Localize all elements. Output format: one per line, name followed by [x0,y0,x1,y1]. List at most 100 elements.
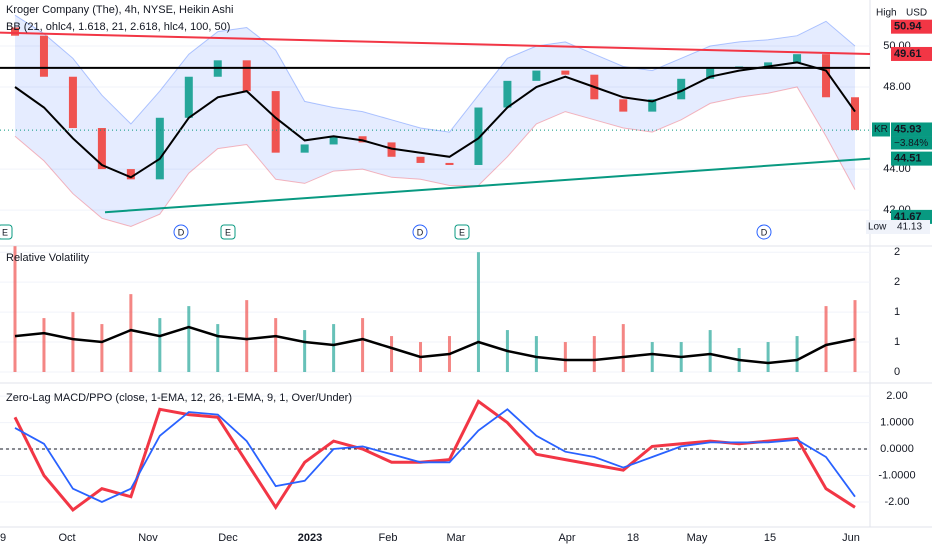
x-tick-label: Feb [379,532,398,544]
volatility-bar [621,324,625,372]
volatility-bar [187,306,191,372]
price-tag-label: 45.93 [894,123,922,135]
y-tick-label: 2.00 [886,390,907,402]
x-tick-label: Nov [138,532,158,544]
volatility-bar [390,336,394,372]
volatility-bar [332,324,336,372]
x-tick-label: 15 [764,532,776,544]
volatility-bar [534,336,538,372]
y-tick-label: 0.0000 [880,443,914,455]
bollinger-upper [14,14,856,133]
currency: USD [906,8,927,19]
low-value: 41.13 [897,222,922,233]
symbol-label: KR [874,124,888,135]
low-box [866,220,930,234]
volatility-bar [853,300,857,372]
event-label: E [459,227,465,237]
macd-line [14,408,856,503]
volatility-bar [274,318,278,372]
y-tick-label: 2 [894,246,900,258]
volatility-bar [216,324,220,372]
candle [300,144,309,153]
event-label: E [2,227,8,237]
volatility-bar [766,342,770,372]
price-tag-label: 41.67 [894,211,922,223]
candle [126,169,135,180]
x-tick-label: Oct [58,532,75,544]
volatility-bar [13,246,17,372]
x-tick-label: May [687,532,708,544]
event-badge [220,224,236,240]
price-tag-label: 50.94 [894,21,922,33]
symbol-tag [872,122,890,137]
low-label: Low [868,222,887,233]
x-tick-label: Jun [842,532,860,544]
candle [648,99,657,112]
chart-title: Kroger Company (The), 4h, NYSE, Heikin A… [6,4,233,16]
trend-line [0,31,871,55]
change-tag [891,136,932,150]
x-tick-label: Mar [447,532,466,544]
candle [706,68,715,79]
candle [474,107,483,165]
volatility-bar [650,342,654,372]
x-tick-label: Dec [218,532,238,544]
candle [793,54,802,63]
indicator-title: Zero-Lag MACD/PPO (close, 1-EMA, 12, 26,… [6,392,352,404]
volatility-bar [708,330,712,372]
event-label: D [761,227,768,237]
volatility-bar [245,300,249,372]
volatility-line [14,325,856,365]
candle [271,91,280,153]
y-tick-label: 1.0000 [880,416,914,428]
price-tag [891,151,932,166]
high-label: High [876,8,897,19]
y-tick-label: 1 [894,306,900,318]
volatility-bar [42,318,46,372]
event-badge [454,224,470,240]
y-tick-label: 48.00 [883,81,911,93]
volatility-bar [592,336,596,372]
candle [532,70,541,81]
event-label: D [178,227,185,237]
y-tick-label: 1 [894,336,900,348]
candle [416,156,425,163]
x-tick-label: 2023 [298,532,322,544]
x-tick-label: Apr [558,532,575,544]
candle [329,136,338,145]
price-tag [891,46,932,61]
price-tag-label: 49.61 [894,48,922,60]
candle [11,27,19,36]
change-label: −3.84% [894,138,928,149]
price-tag [891,19,932,34]
indicator-title: Relative Volatility [6,252,90,264]
candle [358,136,367,143]
candle [619,99,628,112]
event-badge [173,224,189,240]
y-tick-label: -2.00 [884,496,909,508]
candle [445,162,454,165]
bollinger-lower [14,86,856,228]
volatility-bar [795,336,799,372]
volatility-bar [71,312,75,372]
candle [851,97,859,131]
candle [68,76,77,129]
price-tag-label: 44.51 [894,153,922,165]
event-label: D [417,227,424,237]
candle [677,78,686,100]
volatility-bar [303,330,307,372]
candle [503,80,512,108]
candle [561,70,570,75]
volatility-bar [563,342,567,372]
volatility-bar [476,252,480,372]
candle [184,76,193,118]
trend-line [104,157,871,214]
event-label: E [225,227,231,237]
volatility-bar [129,294,133,372]
candle [97,128,106,170]
price-tag [891,122,932,137]
y-tick-label: 0 [894,366,900,378]
volatility-bar [158,318,162,372]
x-tick-label: 18 [627,532,639,544]
